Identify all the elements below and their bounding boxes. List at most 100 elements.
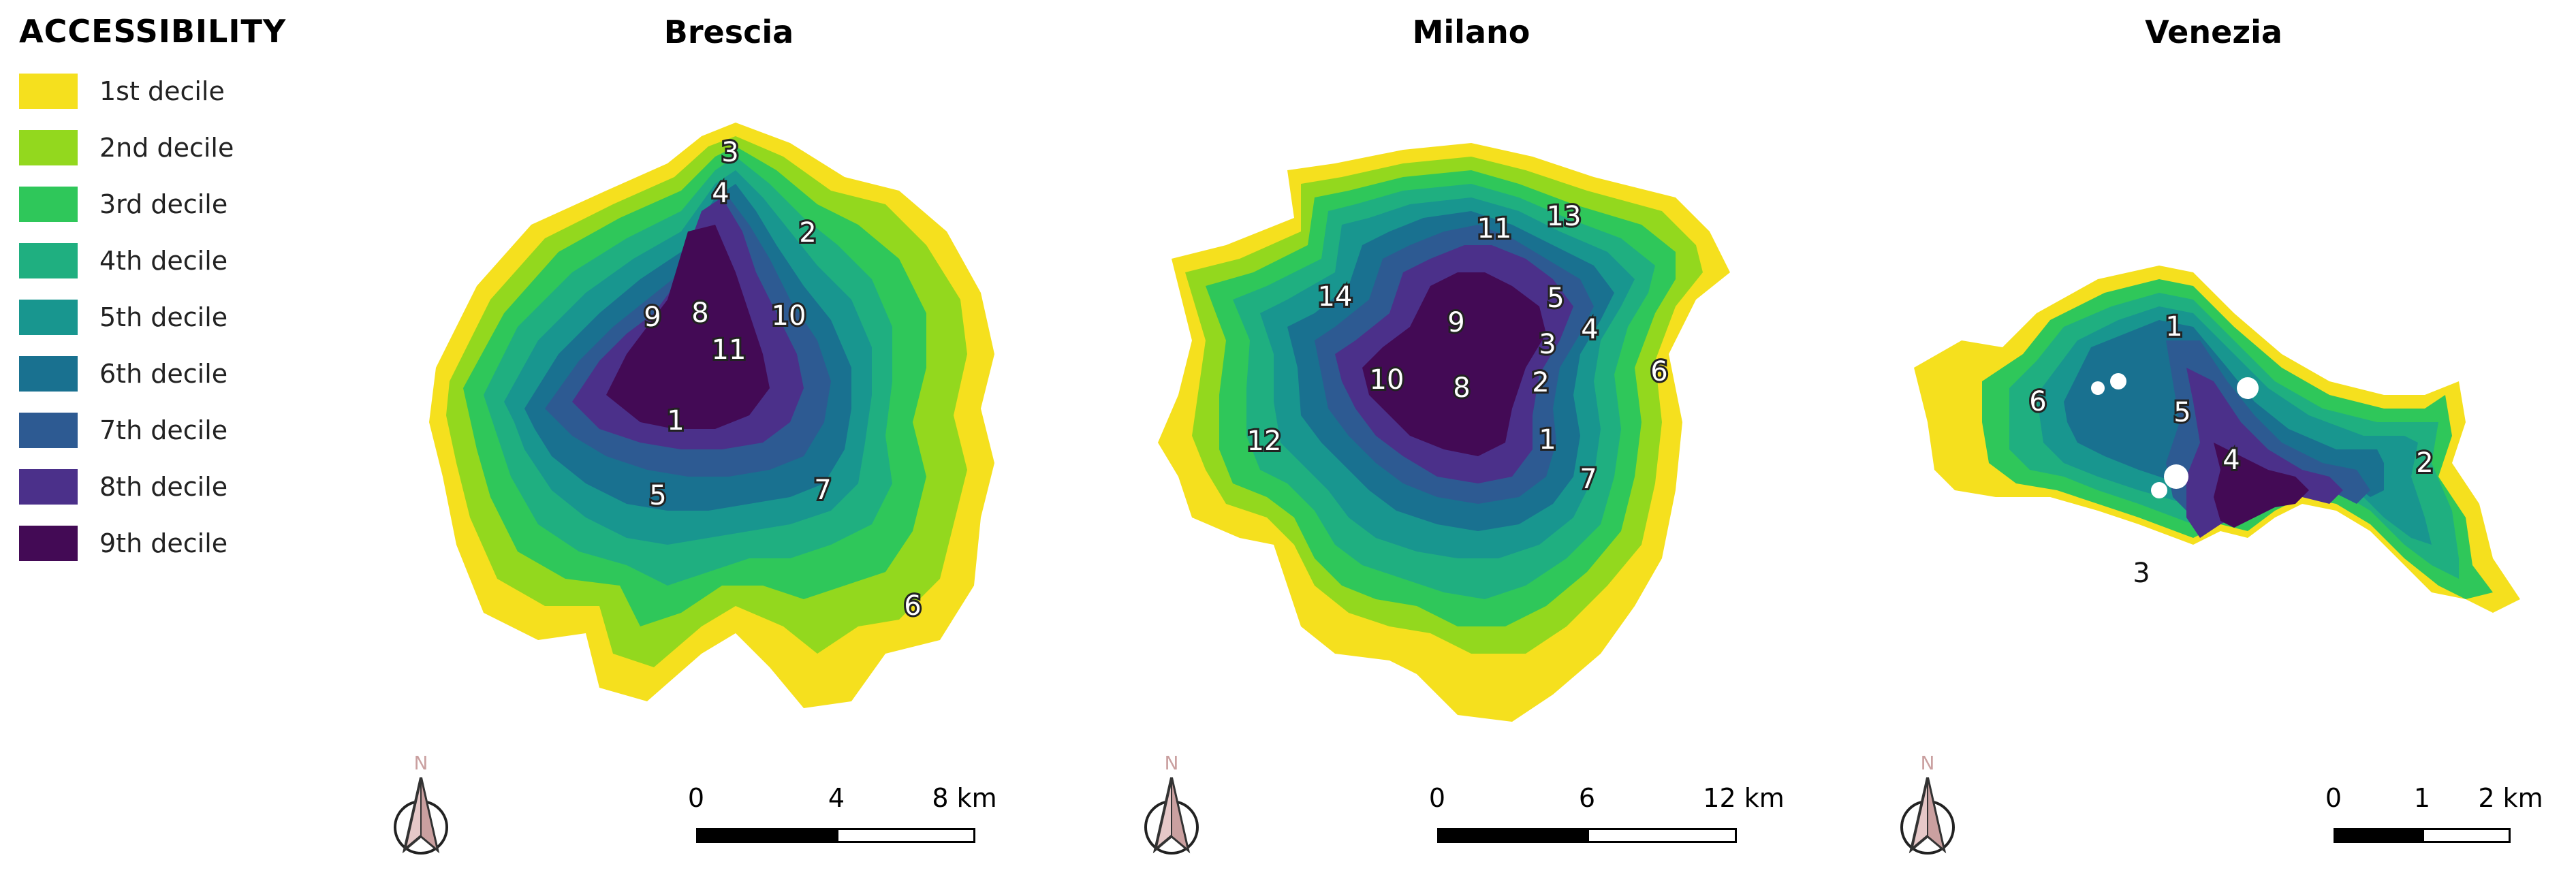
legend-label: 6th decile [99, 358, 228, 389]
district-label: 3 [2133, 558, 2150, 589]
legend-swatch [19, 186, 78, 222]
legend-item: 1st decile [19, 63, 346, 119]
district-label: 2 [1532, 367, 1549, 398]
district-label: 14 [1318, 281, 1353, 313]
north-arrow-icon: N [1900, 752, 1955, 855]
north-label: N [1165, 752, 1179, 774]
district-label: 13 [1547, 201, 1582, 232]
district-label: 2 [799, 217, 816, 249]
legend-swatch [19, 412, 78, 448]
map-brescia: 1 2 3 4 5 6 7 8 9 10 11 [429, 123, 994, 708]
legend-swatch [19, 242, 78, 278]
scale-tick: 2 km [2478, 783, 2543, 813]
district-label: 6 [1650, 356, 1667, 387]
district-label: 9 [1447, 307, 1464, 338]
legend-title: ACCESSIBILITY [19, 13, 287, 50]
map-panel-milano: Milano 1 2 3 4 5 6 7 8 9 10 11 12 13 [1131, 0, 1812, 877]
scale-tick: 0 [2325, 783, 2342, 813]
scale-bar: 0 4 8 km [688, 783, 1001, 858]
legend-label: 7th decile [99, 415, 228, 445]
district-label: 5 [1547, 283, 1564, 314]
district-labels: 1 2 3 4 5 6 [2027, 309, 2435, 592]
north-arrow-icon: N [1144, 752, 1199, 855]
legend-swatch [19, 129, 78, 165]
district-label: 10 [1370, 364, 1404, 396]
district-label: 5 [2173, 397, 2190, 428]
region-layers [429, 123, 994, 708]
map-title: Brescia [663, 14, 794, 50]
district-labels: 1 2 3 4 5 6 7 8 9 10 11 12 13 14 [1245, 199, 1670, 497]
district-label: 4 [1581, 314, 1598, 345]
district-label: 6 [904, 590, 921, 622]
district-label: 1 [2165, 311, 2182, 342]
map-milano: 1 2 3 4 5 6 7 8 9 10 11 12 13 14 [1158, 143, 1730, 722]
district-label: 12 [1247, 426, 1282, 457]
scale-bar: 0 1 2 km [2325, 783, 2547, 858]
legend-item: 7th decile [19, 402, 346, 458]
scale-tick: 8 km [932, 783, 997, 813]
scale-tick: 6 [1578, 783, 1596, 813]
region-layers [1158, 143, 1730, 722]
district-label: 9 [644, 302, 661, 333]
legend-label: 8th decile [99, 471, 228, 502]
legend-label: 3rd decile [99, 189, 228, 219]
legend-swatch [19, 73, 78, 109]
scale-bar: 0 6 12 km [1424, 783, 1791, 858]
legend-swatch [19, 468, 78, 505]
legend-item: 2nd decile [19, 119, 346, 176]
map-title: Milano [1412, 14, 1530, 50]
district-label: 7 [814, 475, 831, 506]
district-label: 8 [1453, 372, 1470, 404]
scale-segment [836, 828, 975, 843]
district-label: 1 [667, 405, 684, 436]
north-label: N [1921, 752, 1935, 774]
district-label: 11 [1477, 213, 1512, 244]
scale-segment [2334, 828, 2422, 843]
legend-item: 4th decile [19, 232, 346, 289]
legend-swatch [19, 525, 78, 561]
map-title: Venezia [2145, 14, 2282, 50]
district-label: 1 [1539, 424, 1556, 456]
scale-tick: 0 [1428, 783, 1446, 813]
legend-item: 5th decile [19, 289, 346, 345]
legend-item: 8th decile [19, 458, 346, 515]
scale-segment [696, 828, 836, 843]
scale-segment [1437, 828, 1587, 843]
north-label: N [414, 752, 428, 774]
legend-label: 2nd decile [99, 132, 234, 163]
district-label: 2 [2416, 447, 2433, 479]
scale-tick: 4 [828, 783, 845, 813]
region-layers [1914, 266, 2520, 613]
legend: ACCESSIBILITY 1st decile 2nd decile 3rd de… [19, 14, 346, 571]
legend-item: 3rd decile [19, 176, 346, 232]
district-label: 8 [691, 298, 708, 329]
district-label: 4 [2222, 445, 2240, 476]
legend-label: 4th decile [99, 245, 228, 276]
map-venezia: 1 2 3 4 5 6 [1914, 266, 2520, 613]
district-label: 11 [712, 334, 747, 366]
legend-swatch [19, 299, 78, 335]
legend-item: 9th decile [19, 515, 346, 571]
scale-segment [2422, 828, 2511, 843]
north-arrow-icon: N [394, 752, 448, 855]
map-panel-brescia: Brescia 1 2 3 4 5 6 7 8 9 10 11 N [381, 0, 1076, 877]
district-label: 3 [1539, 329, 1556, 360]
legend-label: 5th decile [99, 302, 228, 332]
district-labels: 1 2 3 4 5 6 7 8 9 10 11 [642, 135, 923, 624]
legend-label: 9th decile [99, 528, 228, 558]
legend-item: 6th decile [19, 345, 346, 402]
district-label: 7 [1580, 464, 1597, 495]
legend-swatch [19, 355, 78, 392]
district-label: 10 [772, 300, 806, 332]
map-panel-venezia: Venezia 1 2 3 4 5 6 N [1866, 0, 2561, 877]
district-label: 4 [712, 178, 729, 209]
legend-label: 1st decile [99, 76, 225, 106]
district-label: 3 [721, 137, 738, 168]
district-label: 6 [2029, 386, 2046, 417]
legend-items: 1st decile 2nd decile 3rd decile 4th decile… [19, 63, 346, 571]
scale-tick: 0 [687, 783, 705, 813]
scale-tick: 12 km [1703, 783, 1785, 813]
district-label: 5 [649, 480, 666, 511]
scale-segment [1587, 828, 1737, 843]
scale-tick: 1 [2413, 783, 2431, 813]
